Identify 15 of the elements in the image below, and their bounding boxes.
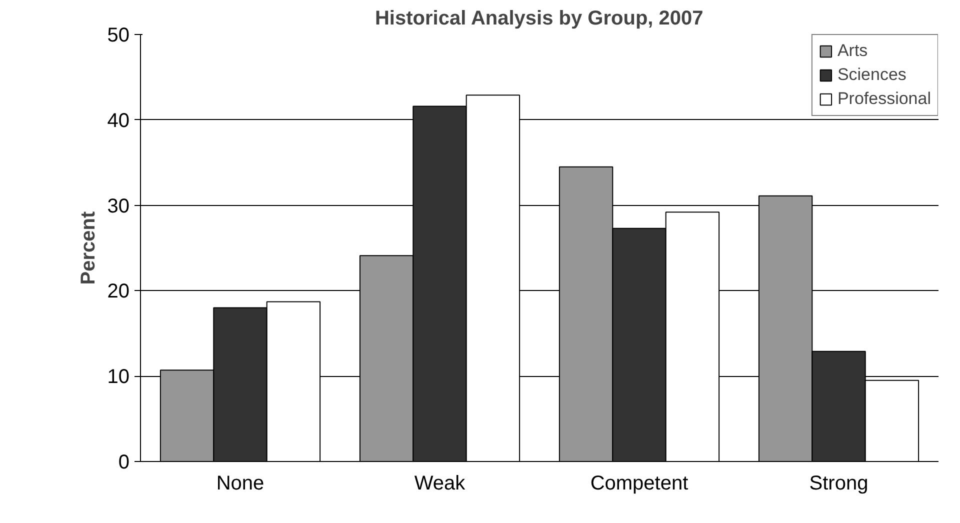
y-tick-label: 20 bbox=[107, 280, 130, 303]
x-tick-label: Weak bbox=[414, 472, 466, 494]
y-tick-label: 30 bbox=[107, 195, 130, 218]
x-tick-label: Competent bbox=[590, 472, 689, 494]
y-tick-label: 0 bbox=[118, 452, 130, 474]
y-axis-title: Percent bbox=[77, 210, 100, 285]
y-tick-label: 50 bbox=[107, 24, 130, 46]
chart-title: Historical Analysis by Group, 2007 bbox=[374, 8, 704, 30]
x-tick-label: None bbox=[216, 472, 264, 494]
legend-label: Arts bbox=[837, 41, 868, 61]
y-tick-label: 40 bbox=[107, 110, 130, 132]
y-tick-label: 10 bbox=[107, 366, 130, 388]
legend-label: Professional bbox=[837, 89, 931, 109]
legend-label: Sciences bbox=[837, 65, 906, 85]
x-tick-label: Strong bbox=[809, 472, 868, 494]
